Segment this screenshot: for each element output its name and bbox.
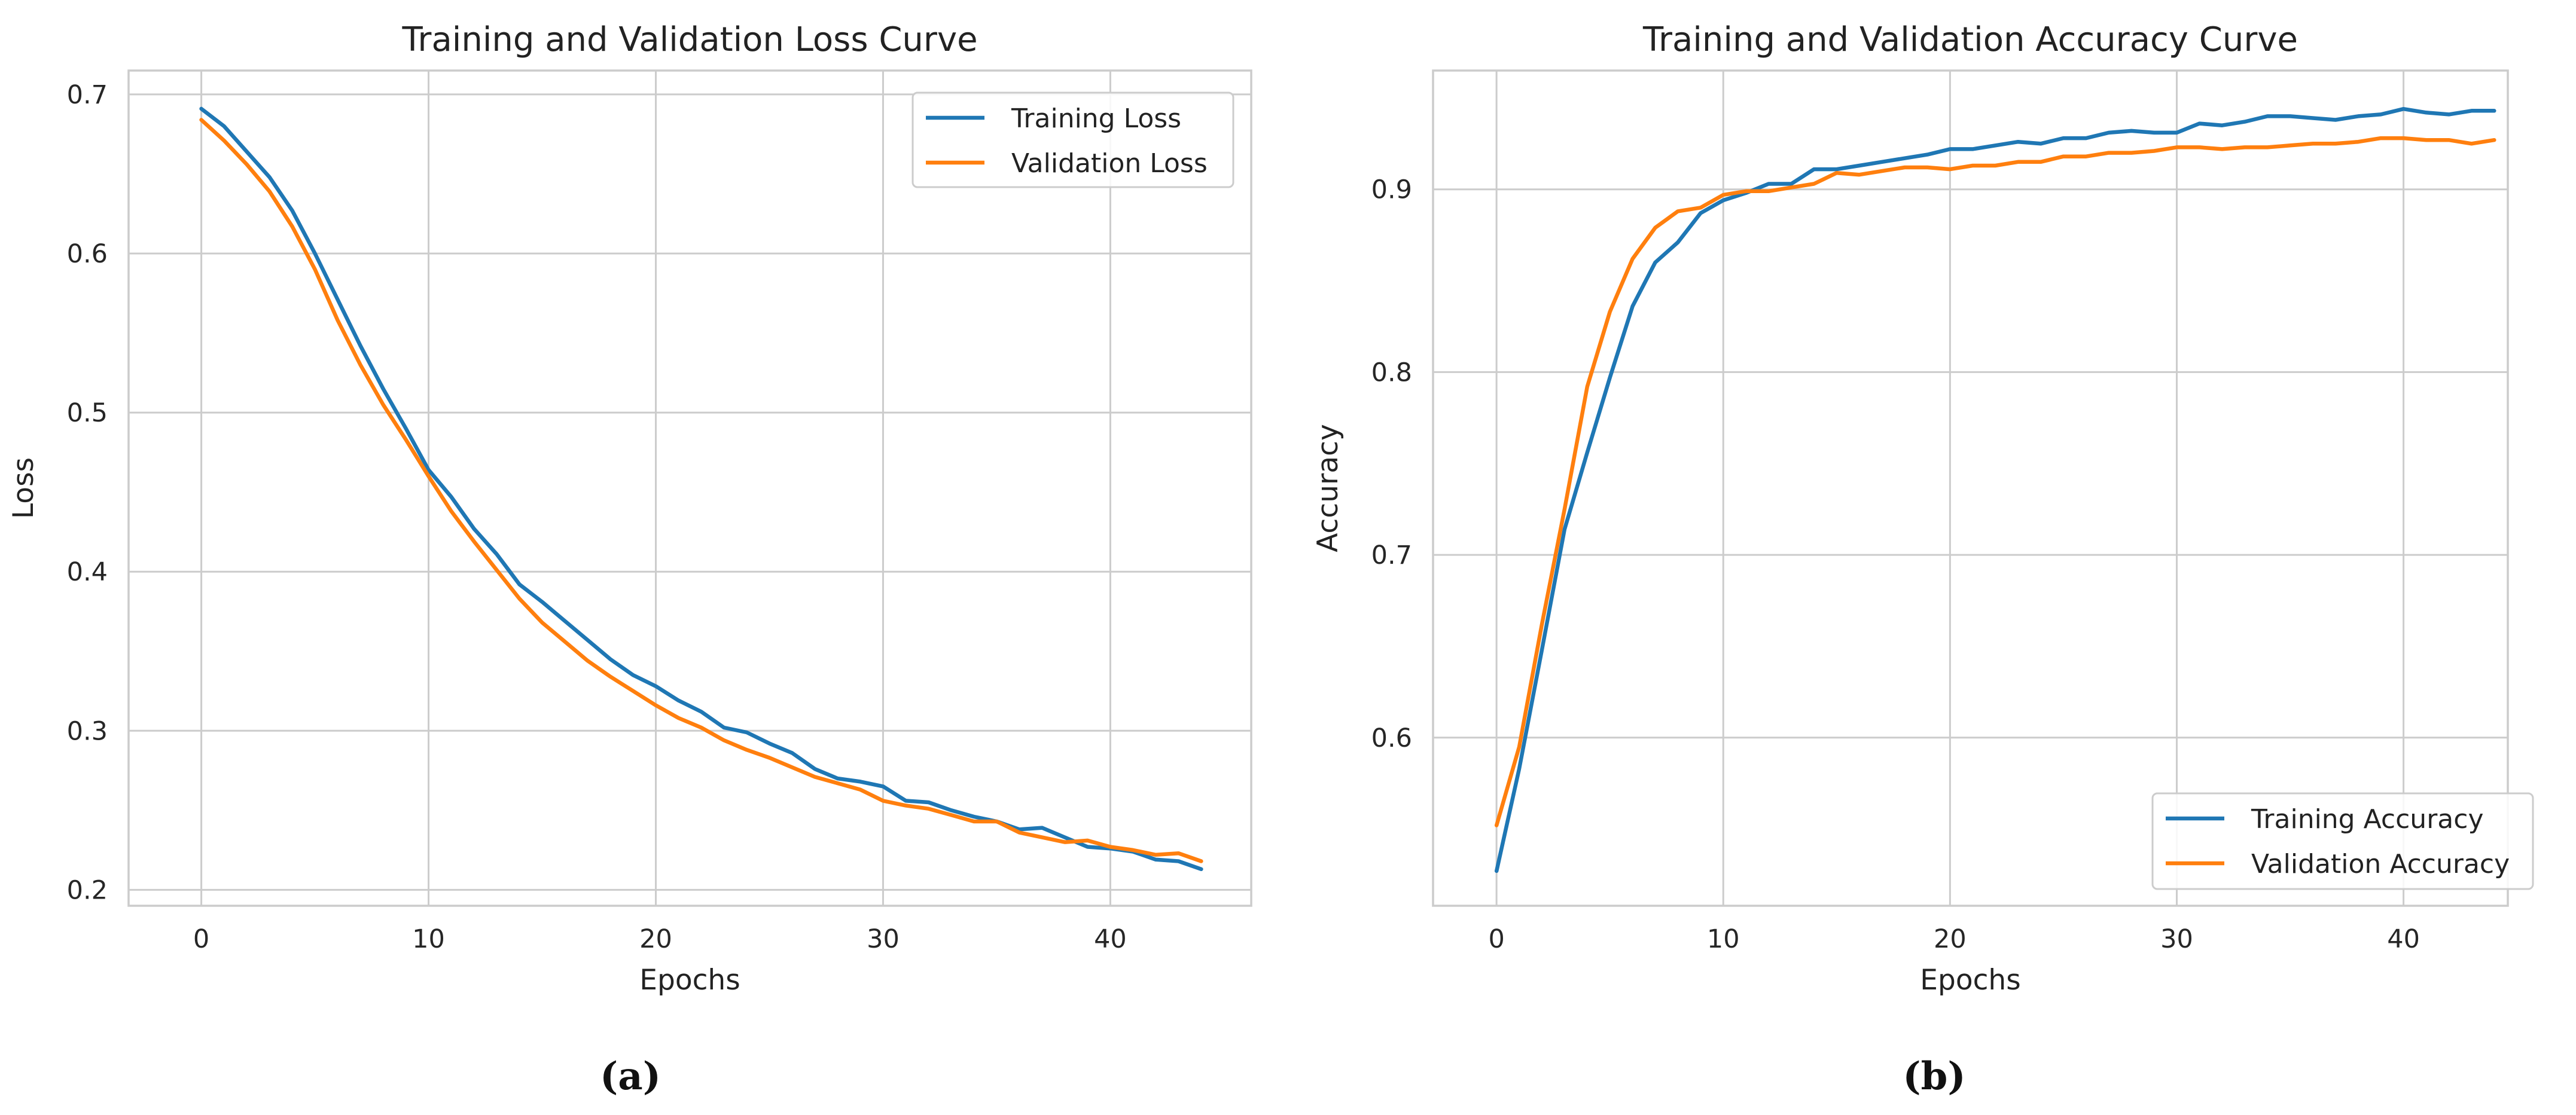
loss-chart: 0 10 20 30 40 0.2 0.3 0.4 0.5 0.6 0.7 Training and … [7, 20, 1252, 997]
loss-axes-frame [127, 69, 1252, 907]
accuracy-axes-frame [1432, 69, 2509, 907]
accuracy-x-tick-label: 40 [2387, 924, 2420, 954]
accuracy-legend: Training Accuracy Validation Accuracy [2151, 792, 2534, 890]
loss-y-tick-label: 0.6 [67, 239, 108, 269]
accuracy-legend-label: Validation Accuracy [2251, 849, 2510, 879]
accuracy-legend-label: Training Accuracy [2251, 804, 2483, 835]
accuracy-x-tick-label: 20 [1934, 924, 1967, 954]
loss-x-tick-label: 10 [412, 924, 445, 954]
loss-chart-title: Training and Validation Loss Curve [401, 20, 977, 59]
loss-series-validation-line [199, 118, 1203, 863]
loss-y-tick-label: 0.3 [67, 716, 108, 746]
loss-legend-label: Training Loss [1011, 103, 1181, 134]
loss-y-tick-label: 0.5 [67, 398, 108, 428]
accuracy-y-tick-label: 0.7 [1371, 540, 1412, 570]
loss-x-tick-label: 20 [639, 924, 672, 954]
loss-x-tick-label: 40 [1094, 924, 1127, 954]
loss-x-tick-label: 0 [193, 924, 209, 954]
panel-label-a: (a) [600, 1054, 661, 1099]
loss-legend-box [911, 91, 1234, 188]
accuracy-chart: 0 10 20 30 40 0.6 0.7 0.8 0.9 Training and Valida… [1312, 20, 2534, 997]
loss-x-tick-label: 30 [867, 924, 900, 954]
loss-y-tick-label: 0.2 [67, 875, 108, 905]
loss-series-training-line [199, 106, 1203, 872]
loss-y-tick-label: 0.7 [67, 80, 108, 110]
accuracy-x-tick-label: 10 [1707, 924, 1740, 954]
loss-y-tick-label: 0.4 [67, 557, 108, 587]
accuracy-series-training-line [1494, 106, 2496, 873]
accuracy-chart-title: Training and Validation Accuracy Curve [1642, 20, 2298, 59]
accuracy-x-tick-label: 0 [1488, 924, 1504, 954]
accuracy-y-tick-label: 0.8 [1371, 358, 1412, 387]
accuracy-x-axis-label: Epochs [1920, 964, 2020, 997]
accuracy-legend-box [2151, 792, 2534, 890]
loss-x-axis-label: Epochs [639, 964, 740, 997]
loss-y-axis-label: Loss [7, 457, 40, 519]
accuracy-series-validation-line [1494, 136, 2496, 827]
accuracy-y-axis-label: Accuracy [1312, 424, 1345, 552]
accuracy-x-tick-label: 30 [2160, 924, 2193, 954]
loss-legend-label: Validation Loss [1011, 148, 1208, 179]
accuracy-y-tick-label: 0.9 [1371, 175, 1412, 205]
accuracy-y-tick-label: 0.6 [1371, 723, 1412, 753]
loss-legend: Training Loss Validation Loss [911, 91, 1234, 188]
panel-label-b: (b) [1903, 1054, 1965, 1099]
